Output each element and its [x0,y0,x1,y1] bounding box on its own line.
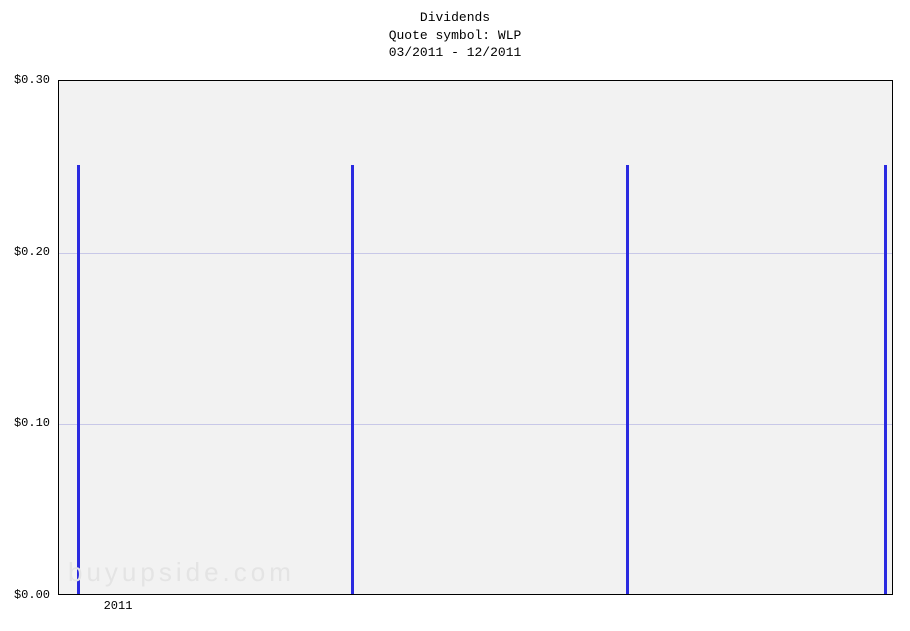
chart-title-block: Dividends Quote symbol: WLP 03/2011 - 12… [0,9,910,62]
y-axis-label: $0.00 [0,588,50,602]
watermark-text: buyupside.com [68,557,295,588]
dividend-bar [77,165,80,594]
title-line-3: 03/2011 - 12/2011 [0,44,910,62]
dividend-bar [884,165,887,594]
title-line-2: Quote symbol: WLP [0,27,910,45]
y-axis-label: $0.30 [0,73,50,87]
y-gridline [59,253,892,254]
dividend-bar [626,165,629,594]
y-axis-label: $0.10 [0,416,50,430]
title-line-1: Dividends [0,9,910,27]
dividend-bar [351,165,354,594]
x-axis-label: 2011 [88,599,148,613]
y-axis-label: $0.20 [0,245,50,259]
chart-plot-area [58,80,893,595]
y-gridline [59,424,892,425]
